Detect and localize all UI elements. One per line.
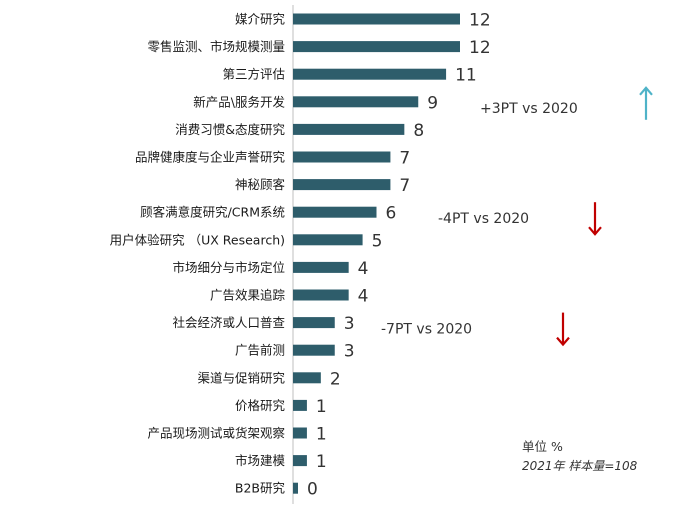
annotations-group: +3PT vs 2020 -4PT vs 2020 -7PT vs 2020 [381,86,653,347]
value-label: 5 [372,231,383,251]
bar [293,206,377,218]
category-label: 渠道与促销研究 [197,370,285,385]
down-arrow-icon [588,202,602,236]
value-label: 3 [344,314,355,334]
category-label: 产品现场测试或货架观察 [147,426,285,441]
category-label: 市场建模 [235,453,286,468]
bar [293,289,349,301]
category-label: 零售监测、市场规模测量 [147,39,285,54]
value-label: 3 [344,342,355,362]
down-arrow-icon [556,312,570,347]
value-label: 0 [307,480,318,500]
value-label: 9 [427,93,438,113]
category-label: 顾客满意度研究/CRM系统 [140,205,285,220]
bar [293,261,349,273]
category-label: 用户体验研究 （UX Research) [110,232,285,247]
value-label: 2 [330,369,341,389]
value-label: 1 [316,425,327,445]
up-arrow-icon [639,86,653,120]
value-label: 4 [358,287,369,307]
bar [293,151,391,163]
category-label: 新产品\服务开发 [193,94,285,109]
value-label: 1 [316,397,327,417]
category-label: 社会经济或人口普查 [172,315,285,330]
category-label: 第三方评估 [222,67,285,82]
category-label: 广告前测 [235,343,285,358]
change-annotation: -4PT vs 2020 [438,211,529,227]
value-label: 6 [386,204,397,224]
value-label: 1 [316,452,327,472]
change-annotation: +3PT vs 2020 [480,101,578,117]
value-label: 12 [469,38,491,58]
bar [293,399,307,411]
value-label: 12 [469,11,491,31]
category-label: B2B研究 [235,481,286,496]
category-label: 消费习惯&态度研究 [175,122,285,137]
value-label: 4 [358,259,369,279]
value-label: 7 [399,176,410,196]
bar [293,123,405,135]
bar [293,234,363,246]
category-label: 品牌健康度与企业声誉研究 [135,150,286,165]
bar [293,344,335,356]
unit-footnote: 单位 % [522,439,563,454]
change-annotation: -7PT vs 2020 [381,322,472,338]
bar [293,41,460,53]
bar [293,179,391,191]
bar [293,455,307,467]
bar [293,96,419,108]
value-label: 11 [455,66,477,86]
bar [293,68,447,80]
value-label: 7 [399,149,410,169]
value-label: 8 [413,121,424,141]
category-label: 市场细分与市场定位 [172,260,285,275]
category-label: 价格研究 [235,398,286,413]
category-label: 媒介研究 [235,12,286,27]
category-label: 神秘顾客 [235,177,286,192]
bar [293,13,460,25]
bar [293,372,321,384]
bar [293,427,307,439]
bar [293,317,335,329]
sample-footnote: 2021年 样本量=108 [522,459,638,473]
bar [293,482,298,494]
category-label: 广告效果追踪 [210,288,286,303]
